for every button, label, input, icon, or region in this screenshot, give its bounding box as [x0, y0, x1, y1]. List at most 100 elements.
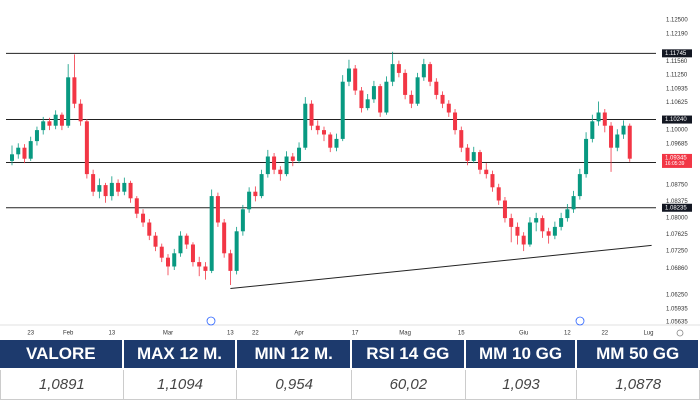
candle-body [484, 169, 489, 175]
candle-body [34, 130, 39, 142]
y-tick-label: 1.08375 [666, 199, 688, 205]
candle-body [315, 125, 320, 131]
level-label: 1.11745 [665, 51, 687, 57]
candle-body [559, 218, 564, 227]
candle-body [209, 196, 214, 271]
candle-body [346, 68, 351, 82]
candle-body [84, 121, 89, 175]
event-icon[interactable] [206, 316, 216, 326]
candle-body [421, 64, 426, 78]
x-tick-label: Apr [294, 331, 303, 337]
level-label: 1.08235 [665, 205, 687, 211]
y-tick-label: 1.08000 [666, 216, 688, 222]
x-tick-label: 13 [227, 331, 234, 337]
candle-body [465, 147, 470, 161]
candle-body [621, 125, 626, 135]
candle-body [515, 226, 520, 236]
candle-body [234, 231, 239, 271]
candle-body [309, 103, 314, 126]
candle-body [446, 103, 451, 113]
settings-icon[interactable] [676, 329, 684, 337]
y-tick-label: 1.05635 [666, 320, 688, 326]
candle-body [190, 244, 195, 263]
candle-body [228, 253, 233, 271]
header-cell: MAX 12 M. [123, 340, 236, 368]
candle-body [47, 121, 52, 126]
candle-body [134, 198, 139, 214]
candle-body [627, 125, 632, 159]
candle-body [97, 185, 102, 192]
trendline [230, 244, 652, 289]
candle-body [428, 64, 433, 82]
current-price-label: 1.09345 [665, 155, 687, 161]
candle-body [527, 222, 532, 245]
candle-body [222, 222, 227, 254]
current-price-box [662, 153, 692, 168]
candle-body [502, 200, 507, 219]
y-tick-label: 1.06250 [666, 293, 688, 299]
candle-body [103, 185, 108, 197]
candle-body [59, 114, 64, 126]
candle-body [72, 77, 77, 104]
header-cell: MIN 12 M. [237, 340, 350, 368]
candle-body [490, 174, 495, 188]
candle-body [340, 81, 345, 139]
candle-body [128, 182, 133, 199]
x-tick-label: Giu [519, 331, 528, 337]
value-cell: 1,0891 [0, 370, 124, 400]
candle-body [16, 147, 21, 155]
value-cell: 1,1094 [123, 370, 238, 400]
x-tick-label: Mag [399, 331, 411, 337]
candle-body [303, 103, 308, 148]
candle-body [540, 218, 545, 232]
candle-body [396, 64, 401, 73]
table-header: VALORE MAX 12 M. MIN 12 M. RSI 14 GG MM 10 G… [0, 340, 700, 368]
value-cell: 60,02 [352, 370, 466, 400]
candle-body [116, 182, 121, 192]
candle-body [521, 235, 526, 245]
y-tick-label: 1.10935 [666, 87, 688, 93]
candle-body [615, 134, 620, 148]
header-cell: MM 10 GG [465, 340, 576, 368]
candle-body [496, 187, 501, 201]
candle-body [284, 156, 289, 175]
x-tick-label: Lug [643, 331, 653, 337]
y-tick-label: 1.06860 [666, 266, 688, 272]
candle-body [596, 112, 601, 122]
value-cell: 0,954 [237, 370, 352, 400]
candle-body [359, 90, 364, 109]
y-tick-label: 1.08750 [666, 183, 688, 189]
candle-body [78, 103, 83, 122]
candle-body [584, 138, 589, 175]
candle-body [434, 81, 439, 95]
candle-body [609, 125, 614, 148]
y-tick-label: 1.12500 [666, 18, 688, 24]
candle-body [371, 86, 376, 100]
candle-body [602, 112, 607, 126]
candle-body [53, 114, 58, 126]
current-countdown: 16:05:39 [665, 161, 685, 167]
x-tick-label: Mar [163, 331, 173, 337]
candle-body [91, 174, 96, 192]
level-label: 1.10240 [665, 117, 687, 123]
candle-body [66, 77, 71, 126]
value-cell: 1,093 [465, 370, 578, 400]
candle-body [590, 121, 595, 139]
candle-body [577, 174, 582, 197]
candle-body [297, 147, 302, 161]
chart: 1.12500 1.12190 1.11560 1.11250 1.10935 1.106… [0, 18, 700, 337]
event-icon[interactable] [575, 316, 585, 326]
x-tick-label: Feb [63, 331, 74, 337]
candle-body [403, 72, 408, 95]
candle-body [265, 156, 270, 175]
candle-body [478, 152, 482, 170]
candle-body [353, 68, 358, 91]
y-tick-label: 1.05935 [666, 307, 688, 313]
candle-body [334, 138, 339, 148]
y-tick-label: 1.07625 [666, 232, 688, 238]
candle-body [122, 182, 127, 192]
level-label-box [662, 115, 692, 124]
candle-body [571, 196, 576, 210]
y-tick-label: 1.11560 [666, 59, 688, 65]
